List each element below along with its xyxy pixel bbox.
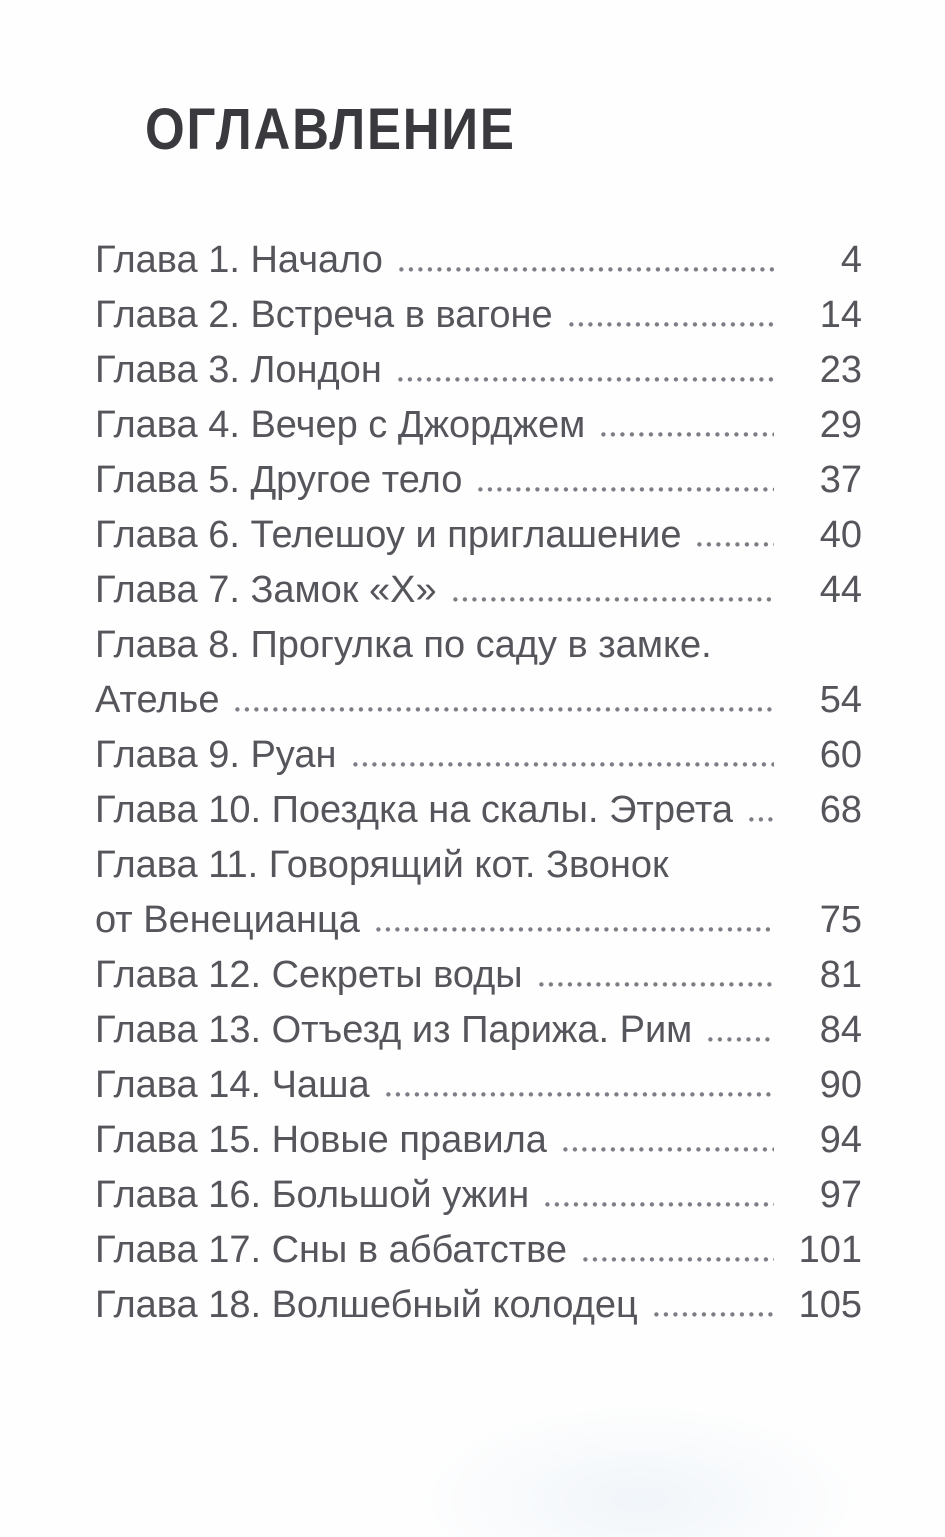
toc-list: Глава 1. Начало 4 Глава 2. Встреча в вагон… [95, 233, 862, 1333]
toc-entry: Глава 13. Отъезд из Парижа. Рим 84 [95, 1003, 862, 1058]
page-number: 40 [819, 514, 862, 556]
chapter-label: Глава 1. Начало [95, 239, 383, 281]
toc-entry: Глава 7. Замок «Х» 44 [95, 563, 862, 618]
toc-entry: Глава 12. Секреты воды 81 [95, 948, 862, 1003]
chapter-label: Глава 8. Прогулка по саду в замке. [95, 624, 712, 666]
toc-entry: Глава 6. Телешоу и приглашение 40 [95, 508, 862, 563]
page-number: 90 [819, 1064, 862, 1106]
chapter-label: Глава 6. Телешоу и приглашение [95, 514, 682, 556]
toc-entry: Глава 16. Большой ужин 97 [95, 1168, 862, 1223]
toc-entry-line: Ателье 54 [95, 673, 862, 728]
dot-leader [601, 432, 774, 437]
toc-entry: Глава 17. Сны в аббатстве 101 [95, 1223, 862, 1278]
toc-entry: Глава 8. Прогулка по саду в замке. Ателье… [95, 618, 862, 728]
chapter-label: Глава 9. Руан [95, 734, 337, 776]
toc-entry-wrap-line: Глава 11. Говорящий кот. Звонок [95, 838, 862, 893]
toc-entry-line: Глава 10. Поездка на скалы. Этрета 68 [95, 783, 862, 838]
page-number: 54 [819, 679, 862, 721]
chapter-label: Глава 11. Говорящий кот. Звонок [95, 844, 669, 886]
dot-leader [385, 1092, 774, 1097]
chapter-label: Глава 2. Встреча в вагоне [95, 294, 553, 336]
dot-leader [562, 1147, 774, 1152]
page-number: 14 [819, 294, 862, 336]
dot-leader [375, 927, 774, 932]
chapter-label: Глава 13. Отъезд из Парижа. Рим [95, 1009, 693, 1051]
chapter-label: Ателье [95, 679, 220, 721]
chapter-label: Глава 16. Большой ужин [95, 1174, 530, 1216]
page-number: 84 [819, 1009, 862, 1051]
chapter-label: Глава 10. Поездка на скалы. Этрета [95, 789, 733, 831]
toc-entry: Глава 10. Поездка на скалы. Этрета 68 [95, 783, 862, 838]
chapter-label: Глава 4. Вечер с Джорджем [95, 404, 586, 446]
dot-leader [398, 267, 774, 272]
dot-leader [478, 487, 774, 492]
chapter-label: Глава 12. Секреты воды [95, 954, 523, 996]
toc-entry: Глава 2. Встреча в вагоне 14 [95, 288, 862, 343]
toc-entry: Глава 4. Вечер с Джорджем 29 [95, 398, 862, 453]
page-number: 68 [819, 789, 862, 831]
page-number: 4 [840, 239, 862, 281]
toc-entry-line: от Венецианца 75 [95, 893, 862, 948]
toc-entry-line: Глава 16. Большой ужин 97 [95, 1168, 862, 1223]
page-number: 105 [798, 1284, 862, 1326]
page-number: 81 [819, 954, 862, 996]
toc-entry: Глава 5. Другое тело 37 [95, 453, 862, 508]
dot-leader [697, 542, 774, 547]
page-title: ОГЛАВЛЕНИЕ [145, 97, 516, 162]
page-number: 29 [819, 404, 862, 446]
page-number: 94 [819, 1119, 862, 1161]
page-number: 101 [798, 1229, 862, 1271]
toc-entry-line: Глава 9. Руан 60 [95, 728, 862, 783]
toc-entry: Глава 3. Лондон 23 [95, 343, 862, 398]
dot-leader [352, 762, 774, 767]
toc-entry-line: Глава 3. Лондон 23 [95, 343, 862, 398]
toc-entry-line: Глава 5. Другое тело 37 [95, 453, 862, 508]
dot-leader [538, 982, 774, 987]
toc-entry-line: Глава 13. Отъезд из Парижа. Рим 84 [95, 1003, 862, 1058]
toc-entry: Глава 14. Чаша 90 [95, 1058, 862, 1113]
page-number: 60 [819, 734, 862, 776]
toc-entry-line: Глава 2. Встреча в вагоне 14 [95, 288, 862, 343]
toc-entry-wrap-line: Глава 8. Прогулка по саду в замке. [95, 618, 862, 673]
page-number: 23 [819, 349, 862, 391]
chapter-label: от Венецианца [95, 899, 360, 941]
toc-entry: Глава 15. Новые правила 94 [95, 1113, 862, 1168]
chapter-label: Глава 5. Другое тело [95, 459, 463, 501]
dot-leader [708, 1037, 774, 1042]
chapter-label: Глава 3. Лондон [95, 349, 382, 391]
dot-leader [545, 1202, 774, 1207]
toc-entry-line: Глава 14. Чаша 90 [95, 1058, 862, 1113]
toc-entry-line: Глава 18. Волшебный колодец 105 [95, 1278, 862, 1333]
chapter-label: Глава 7. Замок «Х» [95, 569, 437, 611]
chapter-label: Глава 15. Новые правила [95, 1119, 547, 1161]
page-number: 97 [819, 1174, 862, 1216]
toc-entry-line: Глава 15. Новые правила 94 [95, 1113, 862, 1168]
page-number: 44 [819, 569, 862, 611]
toc-entry: Глава 11. Говорящий кот. Звонок от Венеци… [95, 838, 862, 948]
chapter-label: Глава 18. Волшебный колодец [95, 1284, 638, 1326]
toc-entry-line: Глава 17. Сны в аббатстве 101 [95, 1223, 862, 1278]
toc-entry: Глава 1. Начало 4 [95, 233, 862, 288]
toc-entry-line: Глава 4. Вечер с Джорджем 29 [95, 398, 862, 453]
dot-leader [748, 817, 774, 822]
toc-entry-line: Глава 7. Замок «Х» 44 [95, 563, 862, 618]
dot-leader [583, 1257, 774, 1262]
dot-leader [235, 707, 774, 712]
chapter-label: Глава 14. Чаша [95, 1064, 370, 1106]
toc-entry: Глава 18. Волшебный колодец 105 [95, 1278, 862, 1333]
toc-entry-line: Глава 1. Начало 4 [95, 233, 862, 288]
dot-leader [568, 322, 774, 327]
page-number: 75 [819, 899, 862, 941]
chapter-label: Глава 17. Сны в аббатстве [95, 1229, 567, 1271]
toc-entry-line: Глава 12. Секреты воды 81 [95, 948, 862, 1003]
dot-leader [653, 1312, 774, 1317]
toc-entry: Глава 9. Руан 60 [95, 728, 862, 783]
page-number: 37 [819, 459, 862, 501]
dot-leader [397, 377, 774, 382]
toc-entry-line: Глава 6. Телешоу и приглашение 40 [95, 508, 862, 563]
dot-leader [452, 597, 774, 602]
